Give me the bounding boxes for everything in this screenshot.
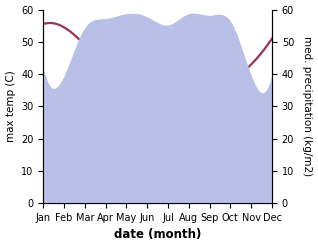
Y-axis label: max temp (C): max temp (C)	[5, 70, 16, 142]
Y-axis label: med. precipitation (kg/m2): med. precipitation (kg/m2)	[302, 36, 313, 176]
X-axis label: date (month): date (month)	[114, 228, 201, 242]
